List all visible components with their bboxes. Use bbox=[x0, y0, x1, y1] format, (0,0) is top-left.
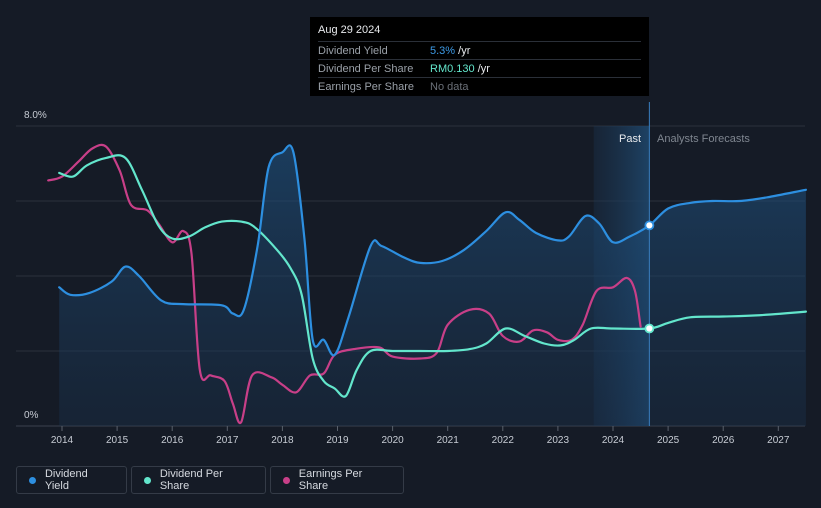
x-tick-label: 2027 bbox=[767, 435, 790, 446]
legend-dividend-per-share[interactable]: Dividend Per Share bbox=[131, 466, 266, 494]
earnings-per-share-line bbox=[47, 143, 642, 425]
y-axis-min-label: 0% bbox=[24, 410, 39, 421]
dividend-yield-area bbox=[59, 145, 806, 426]
tooltip-value: RM0.130 bbox=[430, 62, 475, 75]
x-tick-label: 2015 bbox=[106, 435, 129, 446]
legend-dividend-yield[interactable]: Dividend Yield bbox=[16, 466, 127, 494]
x-tick-label: 2021 bbox=[437, 435, 460, 446]
current-markers bbox=[644, 220, 655, 334]
dividend-yield-line bbox=[58, 144, 807, 357]
x-tick-label: 2020 bbox=[381, 435, 404, 446]
tooltip-suffix: /yr bbox=[474, 62, 490, 75]
legend-label: Dividend Per Share bbox=[159, 468, 223, 492]
x-axis-ticks: 2014 2015 2016 2017 2018 2019 2020 2021 2022 2023… bbox=[51, 426, 790, 446]
tooltip-suffix: /yr bbox=[455, 44, 471, 57]
tooltip-label: Dividend Per Share bbox=[318, 62, 414, 75]
dividend-per-share-line bbox=[58, 154, 807, 398]
legend-dot-icon bbox=[29, 476, 36, 484]
x-tick-label: 2018 bbox=[271, 435, 294, 446]
tooltip-value: 5.3% bbox=[430, 44, 456, 57]
series-lines bbox=[47, 143, 807, 425]
x-tick-label: 2023 bbox=[547, 435, 570, 446]
tooltip-row-dividend-per-share: Dividend Per Share RM0.130 /yr bbox=[318, 59, 641, 77]
legend-earnings-per-share[interactable]: Earnings Per Share bbox=[270, 466, 404, 494]
tooltip-label: Earnings Per Share bbox=[318, 80, 414, 93]
x-tick-label: 2024 bbox=[602, 435, 625, 446]
x-tick-label: 2017 bbox=[216, 435, 239, 446]
x-tick-label: 2019 bbox=[326, 435, 349, 446]
tooltip-value: No data bbox=[430, 80, 469, 93]
hover-tooltip: Aug 29 2024 Dividend Yield 5.3% /yr Divi… bbox=[310, 17, 649, 96]
legend-label: Earnings Per Share bbox=[298, 468, 363, 492]
x-tick-label: 2025 bbox=[657, 435, 680, 446]
x-tick-label: 2016 bbox=[161, 435, 184, 446]
tooltip-row-earnings-per-share: Earnings Per Share No data bbox=[318, 77, 641, 95]
legend-label: Dividend Yield bbox=[44, 468, 88, 492]
x-tick-label: 2026 bbox=[712, 435, 735, 446]
x-tick-label: 2014 bbox=[51, 435, 74, 446]
legend-dot-icon bbox=[283, 476, 290, 484]
past-region-label: Past bbox=[619, 133, 641, 145]
tooltip-date: Aug 29 2024 bbox=[318, 24, 381, 36]
forecast-region-label: Analysts Forecasts bbox=[657, 133, 750, 145]
series-areas bbox=[59, 145, 806, 426]
y-axis-max-label: 8.0% bbox=[24, 110, 47, 121]
dividend-per-share-marker bbox=[644, 323, 655, 334]
legend-dot-icon bbox=[144, 476, 151, 484]
x-tick-label: 2022 bbox=[492, 435, 515, 446]
tooltip-label: Dividend Yield bbox=[318, 44, 388, 57]
dividend-yield-marker bbox=[644, 220, 655, 231]
tooltip-row-dividend-yield: Dividend Yield 5.3% /yr bbox=[318, 41, 641, 59]
